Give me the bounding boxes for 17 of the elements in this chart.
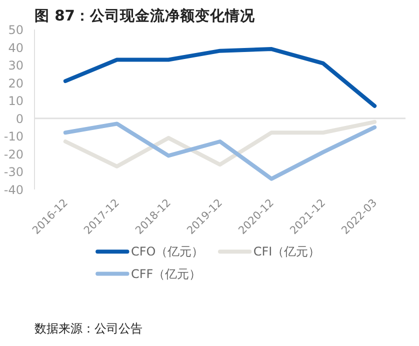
y-tick-label: -30 [4, 165, 24, 180]
y-tick-label: 40 [8, 40, 24, 55]
y-tick-label: 10 [8, 94, 24, 108]
y-tick-label: -40 [4, 183, 24, 197]
source-note: 数据来源：公司公告 [34, 322, 142, 336]
line-series [63, 47, 377, 108]
y-tick-label: 30 [8, 58, 24, 73]
y-tick-label: -10 [4, 130, 24, 144]
y-tick-label: 50 [8, 23, 24, 37]
line-series [63, 122, 377, 181]
y-tick-label: 20 [8, 76, 24, 90]
legend-label: CFI（亿元） [253, 244, 320, 259]
chart-title: 图 87：公司现金流净额变化情况 [34, 6, 256, 24]
legend-label: CFF（亿元） [130, 266, 202, 281]
y-tick-label: 0 [16, 112, 24, 126]
legend-label: CFO（亿元） [130, 244, 204, 259]
y-tick-label: -20 [4, 147, 24, 162]
